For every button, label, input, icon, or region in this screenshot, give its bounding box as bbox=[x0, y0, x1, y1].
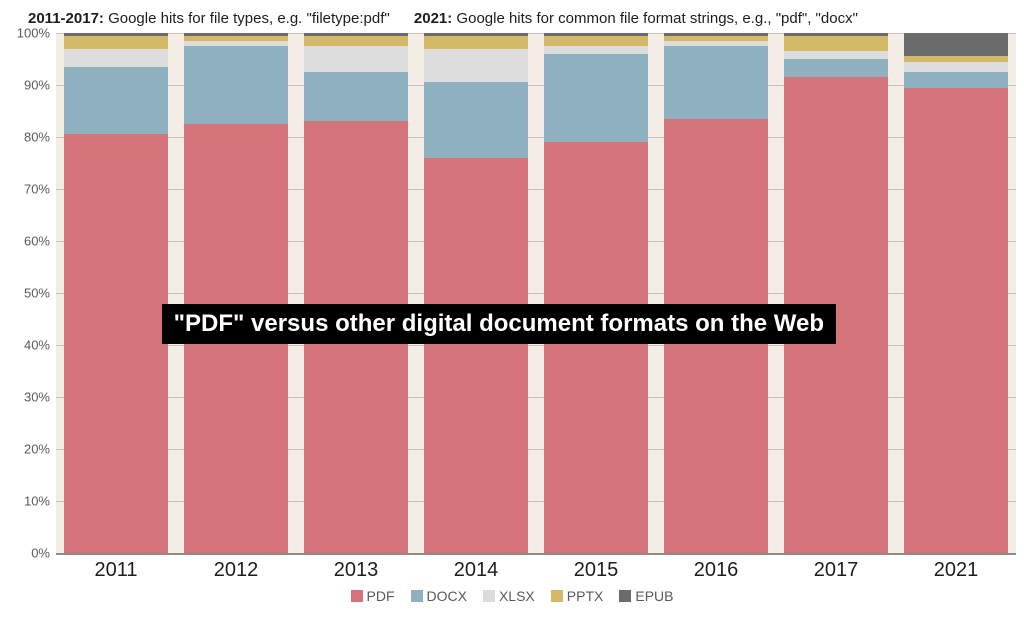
legend-item-xlsx: XLSX bbox=[483, 588, 535, 604]
bar-slot bbox=[296, 33, 416, 553]
legend: PDF DOCX XLSX PPTX EPUB bbox=[16, 588, 1008, 604]
y-axis-label: 0% bbox=[31, 546, 56, 561]
x-axis-label: 2015 bbox=[536, 559, 656, 582]
bar-segment-xlsx bbox=[904, 62, 1007, 72]
x-axis-label: 2017 bbox=[776, 559, 896, 582]
legend-item-epub: EPUB bbox=[619, 588, 673, 604]
y-axis-label: 50% bbox=[24, 286, 56, 301]
y-axis-label: 100% bbox=[17, 26, 56, 41]
x-axis-label: 2011 bbox=[56, 559, 176, 582]
chart-container: 2011-2017: Google hits for file types, e… bbox=[0, 0, 1024, 628]
x-axis-label: 2021 bbox=[896, 559, 1016, 582]
bar-segment-pptx bbox=[784, 36, 887, 52]
legend-swatch bbox=[351, 590, 363, 602]
y-axis-label: 70% bbox=[24, 182, 56, 197]
x-axis-label: 2014 bbox=[416, 559, 536, 582]
header-seg1-bold: 2011-2017: bbox=[28, 10, 104, 27]
bar-slot bbox=[536, 33, 656, 553]
bar-segment-pptx bbox=[544, 36, 647, 46]
header-seg2-rest: Google hits for common file format strin… bbox=[452, 10, 858, 27]
x-axis-label: 2013 bbox=[296, 559, 416, 582]
bar-segment-pptx bbox=[424, 36, 527, 49]
bar-segment-docx bbox=[184, 46, 287, 124]
bar-segment-pptx bbox=[304, 36, 407, 46]
bar-slot bbox=[56, 33, 176, 553]
stacked-bar bbox=[304, 33, 407, 553]
stacked-bar bbox=[784, 33, 887, 553]
x-axis-label: 2012 bbox=[176, 559, 296, 582]
y-axis-label: 90% bbox=[24, 78, 56, 93]
legend-swatch bbox=[619, 590, 631, 602]
bar-segment-docx bbox=[304, 72, 407, 121]
legend-label: PDF bbox=[367, 588, 395, 604]
bar-segment-docx bbox=[664, 46, 767, 119]
bar-segment-docx bbox=[64, 67, 167, 135]
x-axis-label: 2016 bbox=[656, 559, 776, 582]
x-axis-labels: 20112012201320142015201620172021 bbox=[56, 559, 1016, 582]
bar-segment-pdf bbox=[544, 142, 647, 553]
bar-segment-docx bbox=[424, 82, 527, 157]
stacked-bar bbox=[424, 33, 527, 553]
legend-item-docx: DOCX bbox=[411, 588, 467, 604]
bar-slot bbox=[656, 33, 776, 553]
bar-segment-pptx bbox=[64, 36, 167, 49]
bar-segment-xlsx bbox=[784, 51, 887, 59]
legend-label: DOCX bbox=[427, 588, 467, 604]
bar-segment-docx bbox=[904, 72, 1007, 88]
chart-header: 2011-2017: Google hits for file types, e… bbox=[28, 10, 1008, 27]
bar-segment-xlsx bbox=[544, 46, 647, 54]
y-axis-label: 60% bbox=[24, 234, 56, 249]
y-axis-label: 80% bbox=[24, 130, 56, 145]
legend-item-pptx: PPTX bbox=[551, 588, 604, 604]
gridline bbox=[56, 553, 1016, 555]
header-seg1-rest: Google hits for file types, e.g. "filety… bbox=[104, 10, 390, 27]
legend-label: EPUB bbox=[635, 588, 673, 604]
stacked-bar bbox=[64, 33, 167, 553]
legend-item-pdf: PDF bbox=[351, 588, 395, 604]
bar-segment-pdf bbox=[424, 158, 527, 553]
y-axis-label: 30% bbox=[24, 390, 56, 405]
bar-segment-docx bbox=[784, 59, 887, 77]
legend-swatch bbox=[411, 590, 423, 602]
bar-slot bbox=[776, 33, 896, 553]
bar-segment-pdf bbox=[64, 134, 167, 553]
legend-swatch bbox=[483, 590, 495, 602]
bar-slot bbox=[176, 33, 296, 553]
bar-segment-pdf bbox=[904, 88, 1007, 553]
header-seg2-bold: 2021: bbox=[414, 10, 452, 27]
legend-swatch bbox=[551, 590, 563, 602]
stacked-bar bbox=[664, 33, 767, 553]
bar-segment-epub bbox=[904, 33, 1007, 56]
legend-label: PPTX bbox=[567, 588, 604, 604]
y-axis-label: 10% bbox=[24, 494, 56, 509]
bar-slot bbox=[896, 33, 1016, 553]
stacked-bar bbox=[184, 33, 287, 553]
y-axis-label: 40% bbox=[24, 338, 56, 353]
bar-segment-xlsx bbox=[64, 49, 167, 67]
y-axis-label: 20% bbox=[24, 442, 56, 457]
bar-segment-xlsx bbox=[304, 46, 407, 72]
bar-segment-docx bbox=[544, 54, 647, 142]
bars-group bbox=[56, 33, 1016, 553]
chart-overlay-label: "PDF" versus other digital document form… bbox=[162, 304, 836, 344]
plot-area: 0%10%20%30%40%50%60%70%80%90%100% "PDF" … bbox=[56, 33, 1016, 553]
stacked-bar bbox=[544, 33, 647, 553]
bar-segment-xlsx bbox=[424, 49, 527, 83]
legend-label: XLSX bbox=[499, 588, 535, 604]
stacked-bar bbox=[904, 33, 1007, 553]
bar-slot bbox=[416, 33, 536, 553]
